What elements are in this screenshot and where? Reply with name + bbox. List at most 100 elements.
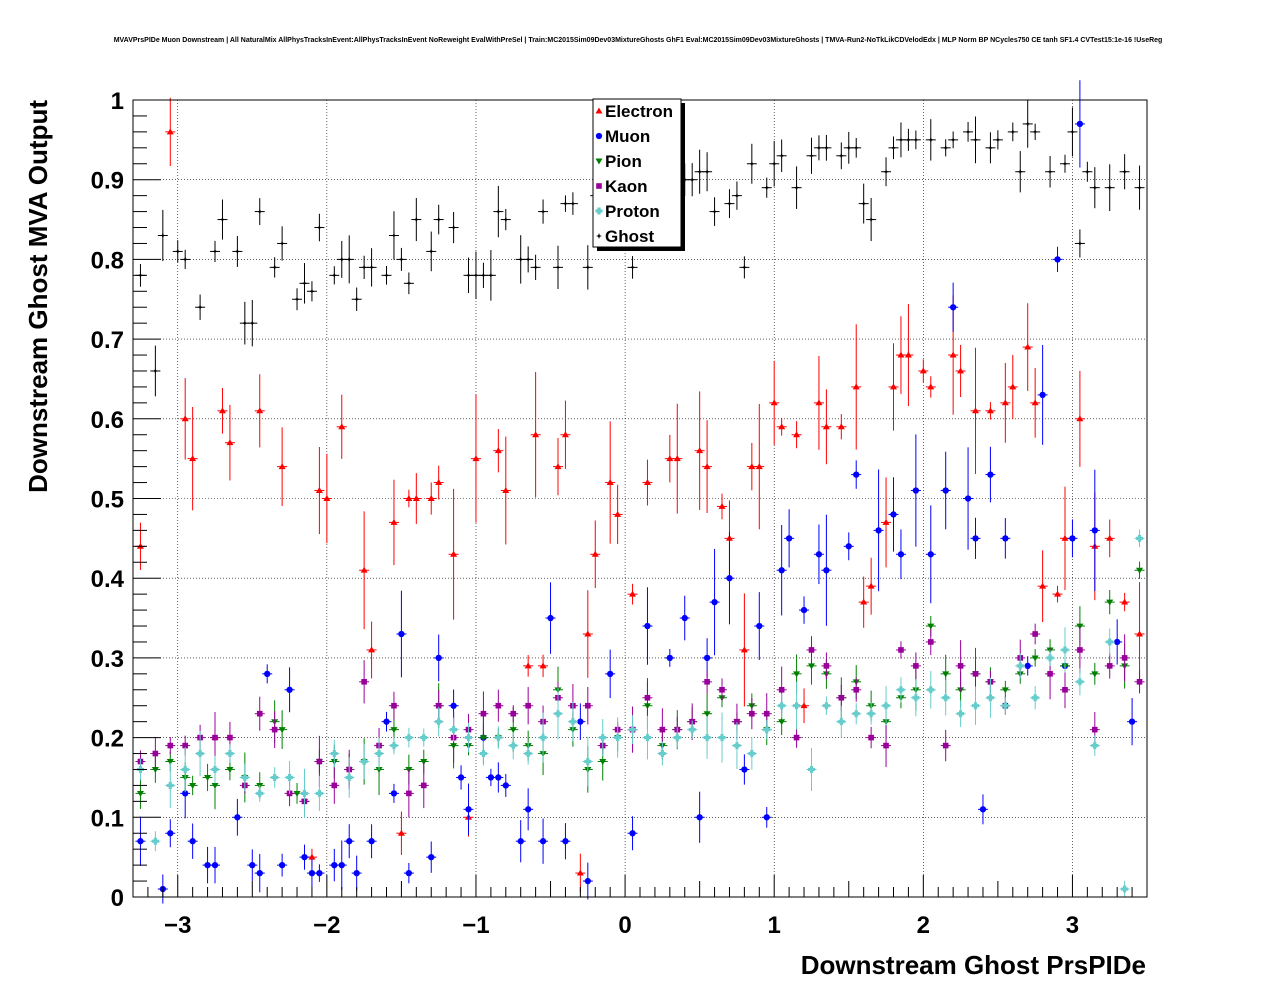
data-marker (316, 758, 323, 765)
data-marker (428, 248, 435, 255)
muon-point (1052, 246, 1063, 273)
data-marker (353, 869, 360, 877)
data-marker (316, 869, 323, 877)
electron-point (1030, 368, 1041, 438)
electron-point (903, 304, 914, 407)
ghost-point (724, 189, 735, 219)
data-marker (919, 367, 927, 374)
data-marker (807, 663, 815, 670)
data-marker (793, 734, 800, 741)
ghost-point (1134, 165, 1145, 210)
kaon-point (210, 712, 221, 764)
data-marker (256, 869, 263, 877)
proton-point (970, 686, 981, 725)
data-marker (1091, 184, 1098, 191)
data-marker (696, 447, 704, 454)
data-marker (845, 144, 852, 151)
data-marker (569, 718, 577, 726)
data-marker (883, 742, 889, 749)
ghost-point (910, 130, 921, 150)
ghost-point (925, 119, 936, 161)
data-marker (607, 670, 614, 677)
data-marker (584, 877, 591, 885)
y-tick-label: 0.2 (91, 726, 124, 753)
y-tick-label: 1 (111, 88, 124, 115)
proton-point (552, 687, 563, 740)
data-marker (211, 861, 219, 869)
proton-point (597, 719, 608, 757)
ghost-point (195, 294, 206, 320)
data-marker (643, 479, 651, 486)
data-marker (763, 184, 770, 191)
data-marker (234, 814, 241, 821)
data-marker (845, 543, 852, 550)
proton-point (955, 700, 966, 728)
data-marker (316, 224, 323, 231)
proton-point (1015, 653, 1026, 679)
data-marker (882, 702, 890, 710)
data-marker (756, 622, 763, 630)
kaon-point (493, 689, 504, 722)
data-marker (838, 694, 845, 701)
data-marker (838, 152, 845, 159)
ghost-point (1104, 164, 1115, 212)
data-marker (1039, 582, 1047, 589)
data-marker (979, 806, 987, 813)
electron-point (314, 446, 325, 535)
legend-entries: Electron Muon Pion Kaon Proton Ghost (595, 102, 673, 246)
electron-point (694, 391, 705, 510)
electron-point (396, 811, 407, 855)
data-marker (502, 487, 510, 493)
ghost-point (254, 198, 265, 226)
electron-point (224, 404, 235, 481)
y-axis-label: Downstream Ghost MVA Output (23, 100, 53, 493)
data-marker (778, 702, 786, 710)
muon-point (799, 596, 810, 624)
data-marker (152, 750, 159, 757)
data-marker (748, 750, 756, 758)
data-marker (823, 144, 830, 151)
data-marker (1091, 671, 1099, 678)
kaon-point (881, 724, 892, 768)
legend-marker (596, 233, 602, 239)
data-marker (927, 383, 935, 390)
proton-point (1104, 628, 1115, 656)
muon-point (381, 711, 392, 732)
data-marker (852, 383, 860, 390)
ghost-point (709, 197, 720, 226)
data-marker (807, 765, 815, 773)
data-marker (711, 598, 718, 606)
data-marker (315, 487, 323, 493)
muon-point (679, 595, 690, 641)
electron-point (1052, 585, 1063, 603)
data-marker (412, 495, 420, 501)
data-marker (629, 830, 636, 837)
ghost-point (530, 254, 541, 281)
proton-point (642, 715, 653, 760)
data-marker (450, 550, 458, 557)
electron-point (791, 421, 802, 449)
data-marker (502, 782, 509, 789)
kaon-point (910, 652, 921, 680)
muon-point (761, 806, 772, 828)
muon-point (724, 532, 735, 625)
data-marker (390, 742, 398, 750)
ghost-point (806, 137, 817, 174)
data-marker (719, 686, 725, 693)
data-marker (226, 439, 234, 446)
electron-point (1037, 550, 1048, 623)
data-marker (898, 136, 904, 143)
data-marker (196, 750, 204, 758)
data-marker (495, 774, 502, 781)
ghost-point (396, 247, 407, 271)
proton-point (359, 743, 370, 780)
proton-point (493, 726, 504, 749)
muon-point (284, 667, 295, 713)
data-marker (733, 742, 741, 750)
data-marker (949, 304, 957, 311)
electron-point (1000, 362, 1011, 443)
data-marker (554, 463, 562, 470)
data-marker (361, 264, 368, 271)
data-marker (778, 423, 786, 430)
data-marker (450, 702, 457, 709)
